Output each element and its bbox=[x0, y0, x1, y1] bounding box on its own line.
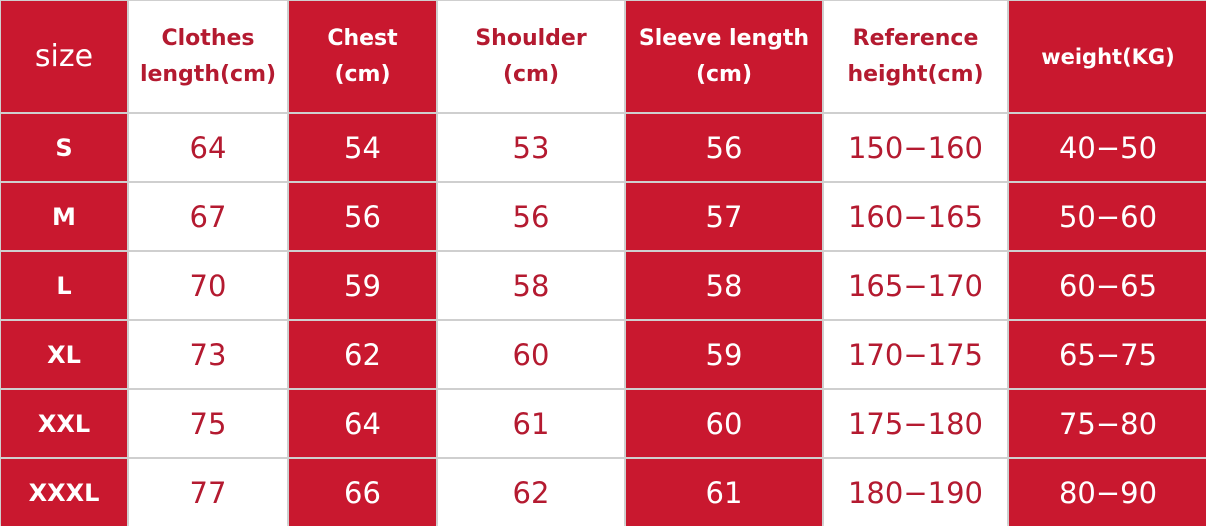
cell-chest: 64 bbox=[289, 390, 436, 457]
cell-size: XXL bbox=[1, 390, 127, 457]
header-label-line: Chest bbox=[327, 25, 398, 51]
cell-reference-height: 175−180 bbox=[824, 390, 1007, 457]
cell-chest: 54 bbox=[289, 114, 436, 181]
cell-weight: 80−90 bbox=[1009, 459, 1206, 526]
header-label-line: (cm) bbox=[502, 61, 560, 87]
cell-sleeve-length: 57 bbox=[626, 183, 822, 250]
cell-chest: 59 bbox=[289, 252, 436, 319]
cell-chest: 56 bbox=[289, 183, 436, 250]
cell-chest: 62 bbox=[289, 321, 436, 388]
header-label-line: Shoulder bbox=[475, 25, 587, 51]
cell-sleeve-length: 59 bbox=[626, 321, 822, 388]
cell-size: M bbox=[1, 183, 127, 250]
cell-reference-height: 150−160 bbox=[824, 114, 1007, 181]
cell-shoulder: 56 bbox=[438, 183, 624, 250]
cell-shoulder: 62 bbox=[438, 459, 624, 526]
cell-size: S bbox=[1, 114, 127, 181]
header-label-line: (cm) bbox=[334, 61, 391, 87]
cell-size: XL bbox=[1, 321, 127, 388]
header-label-line: length(cm) bbox=[139, 61, 277, 87]
cell-chest: 66 bbox=[289, 459, 436, 526]
header-label-line: (cm) bbox=[695, 61, 753, 87]
header-reference-height: Reference height(cm) bbox=[824, 1, 1007, 112]
cell-weight: 65−75 bbox=[1009, 321, 1206, 388]
cell-sleeve-length: 60 bbox=[626, 390, 822, 457]
header-label-line: Sleeve length bbox=[638, 25, 810, 51]
cell-weight: 60−65 bbox=[1009, 252, 1206, 319]
header-size: size bbox=[1, 1, 127, 112]
cell-shoulder: 53 bbox=[438, 114, 624, 181]
header-weight: weight(KG) bbox=[1009, 1, 1206, 112]
header-sleeve-length: Sleeve length (cm) bbox=[626, 1, 822, 112]
cell-weight: 40−50 bbox=[1009, 114, 1206, 181]
cell-clothes-length: 67 bbox=[129, 183, 287, 250]
cell-reference-height: 170−175 bbox=[824, 321, 1007, 388]
cell-sleeve-length: 58 bbox=[626, 252, 822, 319]
cell-shoulder: 61 bbox=[438, 390, 624, 457]
cell-clothes-length: 75 bbox=[129, 390, 287, 457]
cell-shoulder: 60 bbox=[438, 321, 624, 388]
header-label-line: Clothes bbox=[161, 25, 255, 51]
cell-weight: 75−80 bbox=[1009, 390, 1206, 457]
cell-weight: 50−60 bbox=[1009, 183, 1206, 250]
header-label-line: size bbox=[34, 38, 94, 74]
cell-clothes-length: 77 bbox=[129, 459, 287, 526]
header-clothes-length: Clothes length(cm) bbox=[129, 1, 287, 112]
cell-size: L bbox=[1, 252, 127, 319]
cell-reference-height: 180−190 bbox=[824, 459, 1007, 526]
cell-sleeve-length: 56 bbox=[626, 114, 822, 181]
header-chest: Chest (cm) bbox=[289, 1, 436, 112]
header-label-line: Reference bbox=[852, 25, 979, 51]
cell-size: XXXL bbox=[1, 459, 127, 526]
cell-clothes-length: 73 bbox=[129, 321, 287, 388]
header-label-line: weight(KG) bbox=[1041, 44, 1175, 69]
cell-sleeve-length: 61 bbox=[626, 459, 822, 526]
cell-clothes-length: 70 bbox=[129, 252, 287, 319]
cell-reference-height: 160−165 bbox=[824, 183, 1007, 250]
cell-clothes-length: 64 bbox=[129, 114, 287, 181]
cell-shoulder: 58 bbox=[438, 252, 624, 319]
header-shoulder: Shoulder (cm) bbox=[438, 1, 624, 112]
cell-reference-height: 165−170 bbox=[824, 252, 1007, 319]
header-label-line: height(cm) bbox=[847, 61, 984, 87]
